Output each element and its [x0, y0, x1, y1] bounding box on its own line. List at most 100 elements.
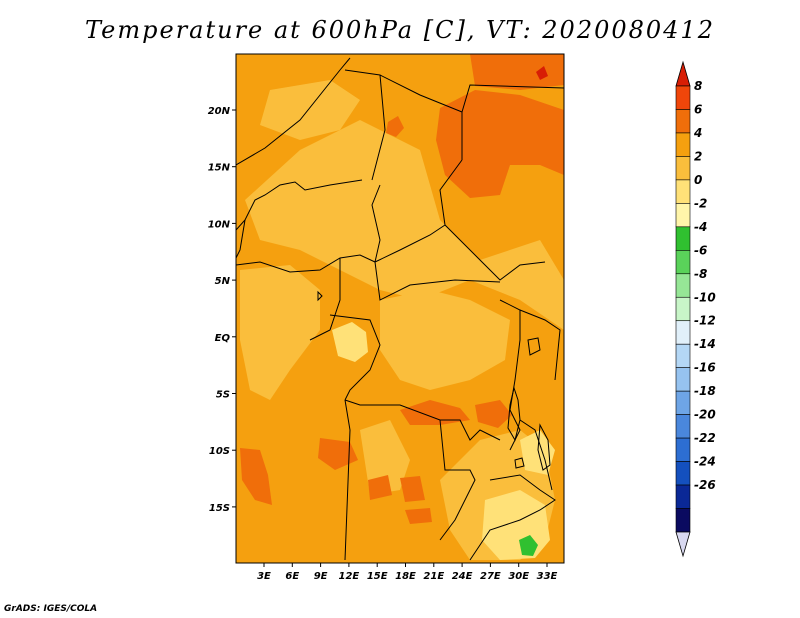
- colorbar-segment: [675, 437, 691, 462]
- colorbar-segment: [675, 343, 691, 368]
- border-line: [519, 419, 553, 491]
- field-light-north: [245, 120, 564, 330]
- lat-tick-label: EQ: [215, 333, 231, 344]
- lon-tick-label: 33E: [537, 571, 558, 582]
- colorbar-segment: [675, 461, 691, 486]
- border-line: [469, 474, 556, 561]
- colorbar-segment: [675, 367, 691, 392]
- colorbar-label: -4: [694, 220, 707, 234]
- field-warm-spot-north: [386, 116, 404, 137]
- colorbar-label: -24: [694, 455, 716, 469]
- colorbar-label: -8: [694, 267, 707, 281]
- lake-outline: [317, 290, 323, 302]
- border-line: [374, 261, 501, 301]
- lon-tick-label: 15E: [367, 571, 388, 582]
- colorbar-label: 8: [694, 79, 702, 93]
- field-light-west: [240, 265, 320, 400]
- border-line: [439, 159, 546, 281]
- colorbar-label: -26: [694, 478, 716, 492]
- colorbar-label: -20: [694, 408, 716, 422]
- field-warm-spot-south: [368, 475, 392, 500]
- field-green-spot: [519, 535, 538, 556]
- colorbar-segment: [675, 179, 691, 204]
- lat-tick-label: 15S: [209, 503, 230, 514]
- lon-tick-label: 3E: [257, 571, 271, 582]
- lake-outline: [527, 337, 541, 356]
- lon-tick-label: 21E: [423, 571, 444, 582]
- lat-tick-label: 5N: [215, 276, 231, 287]
- border-line: [236, 179, 363, 231]
- field-warm-spot-south-2: [400, 476, 425, 502]
- border-line: [374, 224, 446, 263]
- lon-tick-label: 6E: [285, 571, 299, 582]
- lon-tick-label: 30E: [508, 571, 529, 582]
- colorbar: 8 6 4 2 0 -2 -4 -6 -8 -10 -12 -14 -16 -18 -20 -22 -24 -26: [675, 60, 716, 558]
- colorbar-label: -14: [694, 337, 716, 351]
- colorbar-label: 4: [693, 126, 702, 140]
- credit-label: GrADS: IGES/COLA: [4, 604, 98, 614]
- border-line: [519, 309, 561, 381]
- field-warm-band-mid: [400, 400, 470, 425]
- colorbar-segment: [675, 203, 691, 228]
- border-line: [344, 399, 351, 561]
- latitude-ticks: 20N 15N 10N 5N EQ 5S 10S 15S: [208, 106, 236, 514]
- lake-outline: [537, 423, 551, 471]
- colorbar-segment: [675, 296, 691, 322]
- colorbar-segment: [675, 390, 691, 415]
- colorbar-segment: [675, 156, 691, 181]
- field-hot-spot-northeast: [536, 66, 548, 80]
- colorbar-label: -18: [694, 384, 716, 398]
- field-warm-spot-southwest: [318, 438, 358, 470]
- border-line: [461, 84, 564, 113]
- lat-tick-label: 20N: [208, 106, 231, 117]
- field-warm-northeast: [436, 90, 564, 198]
- field-light-center: [380, 290, 510, 390]
- colorbar-segment: [675, 226, 691, 251]
- field-warm-spot-west: [240, 448, 272, 505]
- colorbar-segment: [675, 109, 691, 134]
- colorbar-segment: [675, 273, 691, 298]
- map-title: Temperature at 600hPa [C], VT: 202008041…: [85, 16, 715, 44]
- temperature-field: [236, 54, 564, 563]
- field-warm-northeast-top: [470, 54, 564, 90]
- border-line: [371, 74, 386, 181]
- lon-tick-label: 12E: [339, 571, 360, 582]
- colorbar-label: -2: [694, 196, 707, 210]
- border-line: [309, 258, 341, 341]
- border-line: [236, 219, 246, 259]
- map-frame: [235, 53, 565, 564]
- colorbar-label: 2: [694, 149, 702, 163]
- lat-tick-label: 15N: [208, 163, 231, 174]
- colorbar-label: -6: [694, 243, 707, 257]
- lat-tick-label: 10S: [209, 446, 230, 457]
- border-line: [344, 69, 463, 160]
- colorbar-segment: [675, 320, 691, 345]
- border-line: [329, 314, 381, 401]
- border-line: [439, 419, 476, 541]
- lat-tick-label: 5S: [216, 390, 230, 401]
- lon-tick-label: 27E: [480, 571, 501, 582]
- lat-tick-label: 10N: [208, 219, 231, 230]
- colorbar-label: -22: [694, 431, 716, 445]
- colorbar-segment: [675, 250, 691, 275]
- colorbar-label: 0: [694, 173, 702, 187]
- colorbar-label: -10: [694, 290, 716, 304]
- border-line: [236, 254, 376, 273]
- border-line: [371, 184, 381, 263]
- colorbar-segment: [675, 484, 691, 509]
- field-light-south: [360, 420, 410, 495]
- colorbar-label: 6: [694, 102, 702, 116]
- field-light-north-strip: [260, 80, 360, 140]
- colorbar-top-arrow: [675, 60, 691, 87]
- colorbar-segment: [675, 508, 691, 533]
- colorbar-segment: [675, 85, 691, 110]
- lon-tick-label: 24E: [452, 571, 473, 582]
- country-borders: [236, 57, 564, 561]
- lake-outline: [507, 386, 521, 442]
- lake-outline: [514, 457, 525, 469]
- field-pale-spot-center: [332, 322, 368, 362]
- colorbar-bottom-arrow: [675, 531, 691, 558]
- colorbar-label: -12: [694, 314, 716, 328]
- field-warm-spot-south-3: [405, 508, 432, 524]
